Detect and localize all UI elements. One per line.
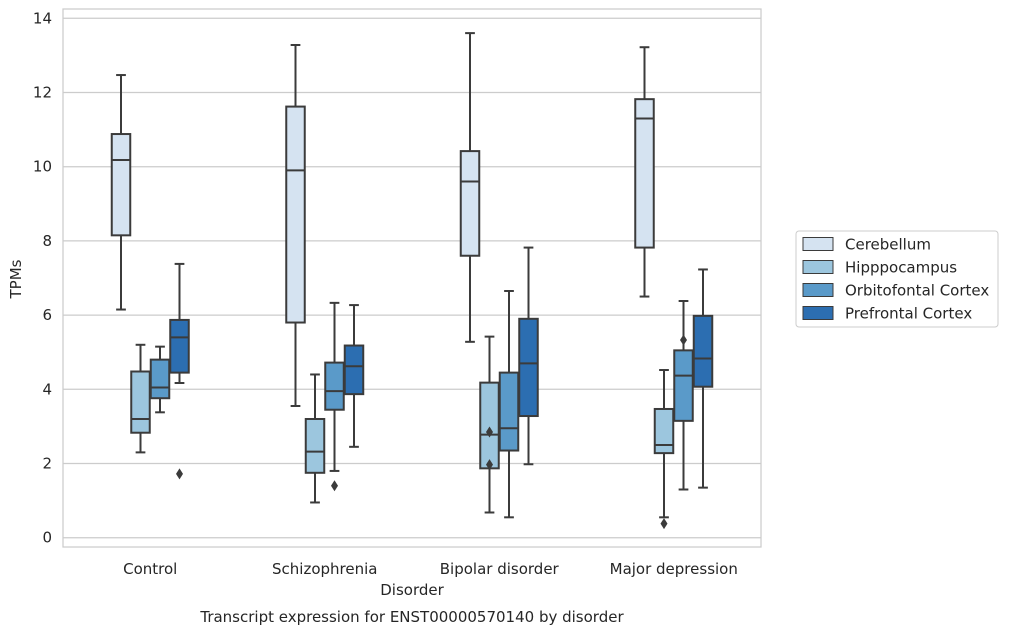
legend-swatch bbox=[802, 283, 834, 297]
y-tick-label: 8 bbox=[42, 232, 52, 250]
box-body bbox=[673, 349, 694, 422]
x-axis-ticks: Control Schizophrenia Bipolar disorder Majo… bbox=[123, 560, 738, 578]
y-tick-label: 4 bbox=[42, 380, 52, 398]
box-0-1 bbox=[130, 343, 151, 454]
box-3-2 bbox=[673, 300, 694, 491]
legend-label: Cerebellum bbox=[845, 236, 931, 254]
y-axis-ticks: 0 2 4 6 8 10 12 14 bbox=[33, 9, 52, 546]
x-tick-label: Schizophrenia bbox=[272, 560, 377, 578]
box-3-3 bbox=[692, 268, 714, 489]
box-2-2 bbox=[498, 289, 520, 519]
legend-swatch bbox=[802, 306, 834, 320]
x-tick-label: Major depression bbox=[610, 560, 738, 578]
x-tick-label: Control bbox=[123, 560, 177, 578]
legend-label: Hipppocampus bbox=[845, 259, 957, 277]
y-tick-label: 6 bbox=[42, 306, 52, 324]
box-body bbox=[653, 407, 675, 455]
grid-lines bbox=[63, 17, 761, 539]
box-3-1 bbox=[653, 369, 675, 530]
outlier-point bbox=[680, 334, 687, 346]
box-body bbox=[518, 317, 539, 418]
box-body bbox=[634, 98, 655, 249]
box-body bbox=[692, 314, 714, 388]
legend-frame bbox=[795, 230, 999, 328]
box-body bbox=[110, 133, 132, 237]
outlier-point bbox=[486, 426, 493, 438]
box-body bbox=[285, 105, 306, 324]
y-tick-label: 10 bbox=[33, 158, 52, 176]
box-1-0 bbox=[285, 43, 306, 408]
box-0-0 bbox=[110, 74, 132, 311]
y-tick-label: 0 bbox=[42, 529, 52, 547]
x-tick-label: Bipolar disorder bbox=[440, 560, 560, 578]
box-3-0 bbox=[634, 46, 655, 298]
x-axis-label: Disorder bbox=[380, 581, 444, 599]
y-tick-label: 14 bbox=[33, 9, 52, 27]
box-body bbox=[169, 318, 190, 374]
box-0-3 bbox=[169, 262, 190, 480]
chart-caption: Transcript expression for ENST0000057014… bbox=[199, 608, 624, 626]
box-body bbox=[343, 344, 365, 396]
y-tick-label: 2 bbox=[42, 455, 52, 473]
legend-swatch bbox=[802, 237, 834, 251]
y-tick-label: 12 bbox=[33, 83, 52, 101]
box-body bbox=[498, 371, 520, 452]
box-1-3 bbox=[343, 304, 365, 448]
y-axis-label: TPMs bbox=[7, 259, 25, 299]
box-body bbox=[324, 361, 345, 411]
plot-frame bbox=[62, 8, 762, 548]
legend-label: Orbitofontal Cortex bbox=[845, 282, 989, 300]
box-body bbox=[459, 150, 481, 257]
box-1-1 bbox=[304, 373, 326, 504]
legend: Cerebellum Hipppocampus Orbitofontal Corte… bbox=[795, 230, 999, 328]
box-body bbox=[149, 358, 171, 400]
outlier-point bbox=[660, 518, 668, 530]
box-body bbox=[479, 381, 500, 470]
box-body bbox=[130, 370, 151, 434]
legend-label: Prefrontal Cortex bbox=[845, 305, 972, 323]
boxes-layer bbox=[110, 32, 714, 530]
outlier-point bbox=[176, 468, 183, 480]
box-2-1 bbox=[479, 335, 500, 514]
outlier-point bbox=[331, 480, 338, 492]
box-2-0 bbox=[459, 32, 481, 343]
box-0-2 bbox=[149, 345, 171, 414]
outlier-point bbox=[486, 459, 493, 471]
legend-swatch bbox=[802, 260, 834, 274]
box-1-2 bbox=[324, 301, 345, 492]
box-body bbox=[304, 417, 326, 474]
box-2-3 bbox=[518, 246, 539, 466]
